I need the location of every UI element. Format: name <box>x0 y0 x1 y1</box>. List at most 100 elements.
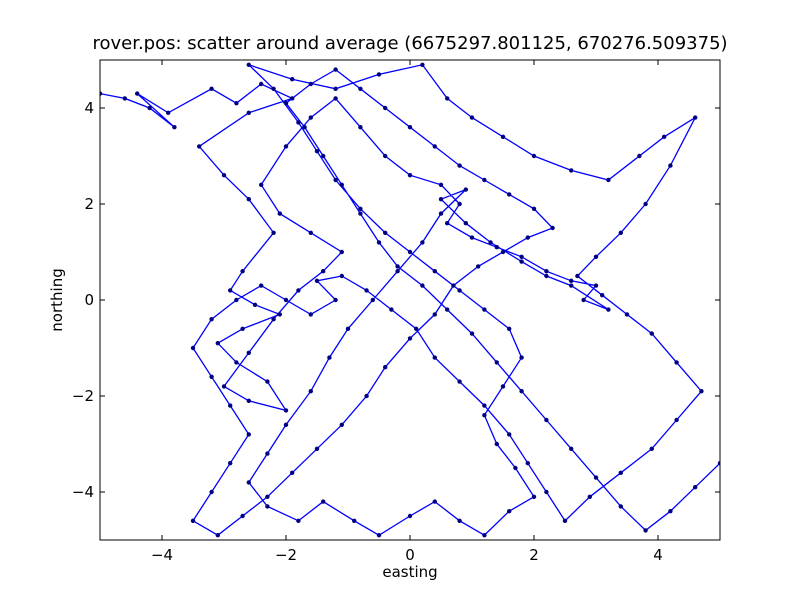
y-tick-label: 4 <box>84 99 94 117</box>
data-point <box>432 355 437 360</box>
data-point <box>500 384 506 389</box>
y-tick-label: 2 <box>84 195 94 213</box>
data-point <box>519 355 524 360</box>
data-point <box>593 475 599 480</box>
data-point <box>395 269 400 274</box>
data-point <box>618 230 623 235</box>
data-point <box>215 341 220 346</box>
data-point <box>271 230 276 235</box>
data-point <box>333 96 338 101</box>
data-point <box>265 494 270 499</box>
data-point <box>500 134 506 139</box>
y-tick-label: −4 <box>72 483 94 501</box>
data-point <box>234 101 239 106</box>
data-point <box>457 518 462 523</box>
data-point <box>606 177 611 183</box>
data-point <box>500 249 506 255</box>
data-point <box>277 211 282 216</box>
data-point <box>457 163 462 168</box>
x-tick-label: −2 <box>275 546 297 564</box>
data-point <box>674 360 679 365</box>
x-tick-label: 2 <box>529 546 539 564</box>
data-point <box>693 115 698 120</box>
data-point <box>314 278 320 283</box>
data-point <box>290 77 295 82</box>
data-point <box>593 254 599 259</box>
data-point <box>717 461 720 466</box>
data-point <box>519 259 524 264</box>
data-point <box>240 513 245 519</box>
data-point <box>308 389 313 394</box>
data-point <box>246 432 251 437</box>
data-point <box>321 499 326 504</box>
data-point <box>209 86 214 92</box>
data-point <box>234 297 239 303</box>
data-point <box>190 518 196 523</box>
data-point <box>494 245 499 250</box>
data-point <box>469 115 475 120</box>
data-point <box>221 384 227 389</box>
data-point <box>333 67 338 72</box>
data-point <box>308 230 313 235</box>
data-point <box>407 336 413 341</box>
data-point <box>265 504 270 509</box>
data-point <box>525 235 530 240</box>
data-point <box>643 528 648 533</box>
y-tick-label: 0 <box>84 291 94 309</box>
data-point <box>407 125 413 130</box>
data-point <box>271 86 276 92</box>
data-point <box>283 144 289 149</box>
data-point <box>494 360 499 365</box>
data-point <box>513 465 518 471</box>
data-point <box>339 249 344 255</box>
data-point <box>469 331 475 336</box>
data-point <box>407 173 413 178</box>
data-point <box>469 235 475 240</box>
data-point <box>259 283 264 288</box>
data-point <box>507 432 512 437</box>
data-point <box>587 494 592 499</box>
data-point <box>352 518 357 523</box>
data-point <box>618 504 623 509</box>
data-point <box>531 206 537 211</box>
data-point <box>240 269 245 274</box>
data-point <box>438 182 444 187</box>
data-point <box>432 499 437 504</box>
data-point <box>544 489 549 495</box>
data-point <box>438 197 444 202</box>
data-point <box>643 201 648 207</box>
x-axis: −4 −2 0 2 4 <box>151 60 663 564</box>
x-tick-label: 4 <box>653 546 663 564</box>
data-point <box>166 110 171 116</box>
data-point <box>618 470 623 475</box>
data-point <box>531 494 537 499</box>
data-point <box>482 177 487 183</box>
data-point <box>339 273 344 279</box>
data-point <box>699 389 704 394</box>
data-point <box>240 326 245 331</box>
data-point <box>100 91 103 96</box>
data-point <box>649 331 654 336</box>
data-point <box>445 96 450 101</box>
data-point <box>135 91 140 96</box>
data-point <box>457 379 462 384</box>
data-point <box>209 374 214 379</box>
data-point <box>395 264 400 269</box>
data-point <box>457 288 462 293</box>
data-point <box>420 62 425 67</box>
data-point <box>296 288 301 293</box>
data-point <box>531 153 537 159</box>
data-point <box>550 225 555 231</box>
data-point <box>674 417 679 423</box>
data-point <box>519 389 524 394</box>
data-point <box>463 221 468 226</box>
data-point <box>321 269 326 274</box>
data-point <box>339 422 344 427</box>
data-point <box>277 312 282 317</box>
data-point <box>507 509 512 514</box>
data-point <box>290 470 295 475</box>
data-point <box>333 177 338 183</box>
data-point <box>593 283 599 288</box>
data-point <box>482 403 487 408</box>
